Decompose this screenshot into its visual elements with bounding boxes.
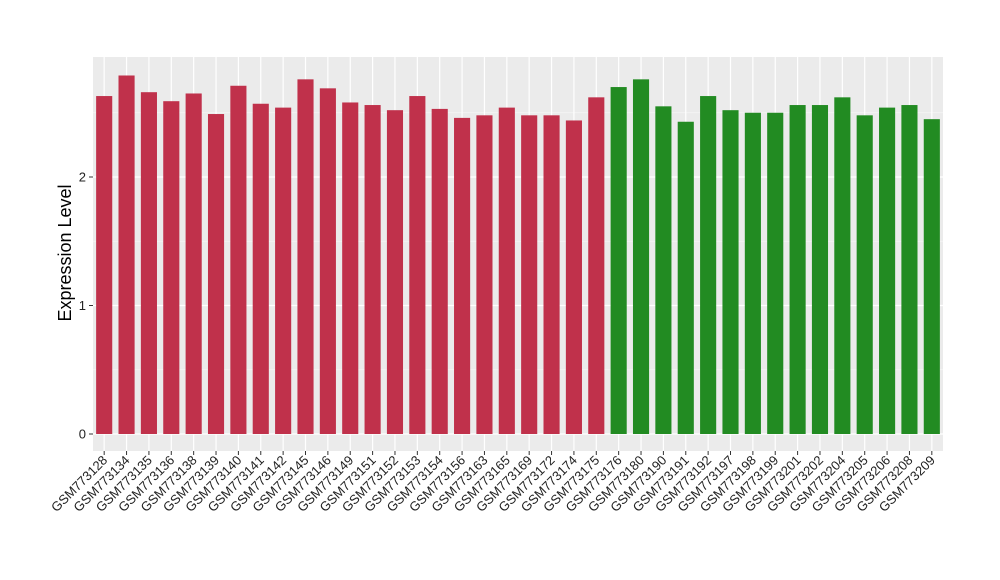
bar-GSM773138: [185, 93, 202, 434]
bar-GSM773156: [454, 117, 471, 434]
bar-GSM773209: [923, 119, 940, 435]
bar-GSM773197: [722, 110, 739, 435]
bar-GSM773139: [207, 114, 225, 434]
y-tick-label: 2: [79, 170, 86, 185]
bar-GSM773141: [252, 103, 269, 434]
bar-GSM773134: [118, 75, 135, 435]
bar-GSM773153: [409, 96, 426, 435]
bar-GSM773176: [610, 87, 627, 435]
bar-GSM773206: [879, 107, 896, 435]
bar-GSM773204: [834, 97, 851, 434]
bar-GSM773169: [521, 115, 538, 434]
y-axis-title: Expression Level: [55, 184, 75, 321]
bar-GSM773199: [767, 112, 784, 434]
bar-GSM773175: [588, 97, 605, 434]
y-tick-label: 0: [79, 427, 86, 442]
bar-GSM773146: [319, 88, 336, 434]
bar-GSM773140: [230, 85, 247, 434]
bar-GSM773208: [901, 105, 918, 434]
y-axis: 0 1 2: [79, 170, 93, 442]
bar-GSM773149: [342, 102, 359, 434]
bar-GSM773151: [364, 105, 381, 434]
bar-GSM773192: [700, 96, 717, 435]
y-tick-label: 1: [79, 298, 86, 313]
bar-GSM773172: [543, 115, 560, 434]
bar-GSM773202: [811, 105, 829, 434]
bar-GSM773154: [431, 108, 448, 435]
bar-GSM773163: [476, 115, 493, 434]
bars: [96, 75, 940, 435]
x-axis: GSM773128GSM773134GSM773135GSM773136GSM7…: [48, 451, 938, 515]
bar-GSM773201: [789, 105, 806, 434]
bar-GSM773180: [632, 79, 650, 434]
bar-GSM773205: [856, 115, 873, 434]
bar-GSM773174: [565, 120, 582, 435]
bar-GSM773128: [96, 96, 113, 435]
bar-GSM773191: [677, 121, 694, 434]
bar-GSM773145: [297, 79, 314, 434]
bar-GSM773142: [275, 107, 292, 435]
bar-GSM773136: [163, 101, 180, 434]
bar-GSM773135: [140, 92, 157, 434]
bar-GSM773190: [655, 106, 672, 434]
bar-GSM773165: [498, 107, 515, 435]
bar-GSM773198: [744, 112, 761, 434]
bar-GSM773152: [386, 110, 404, 435]
